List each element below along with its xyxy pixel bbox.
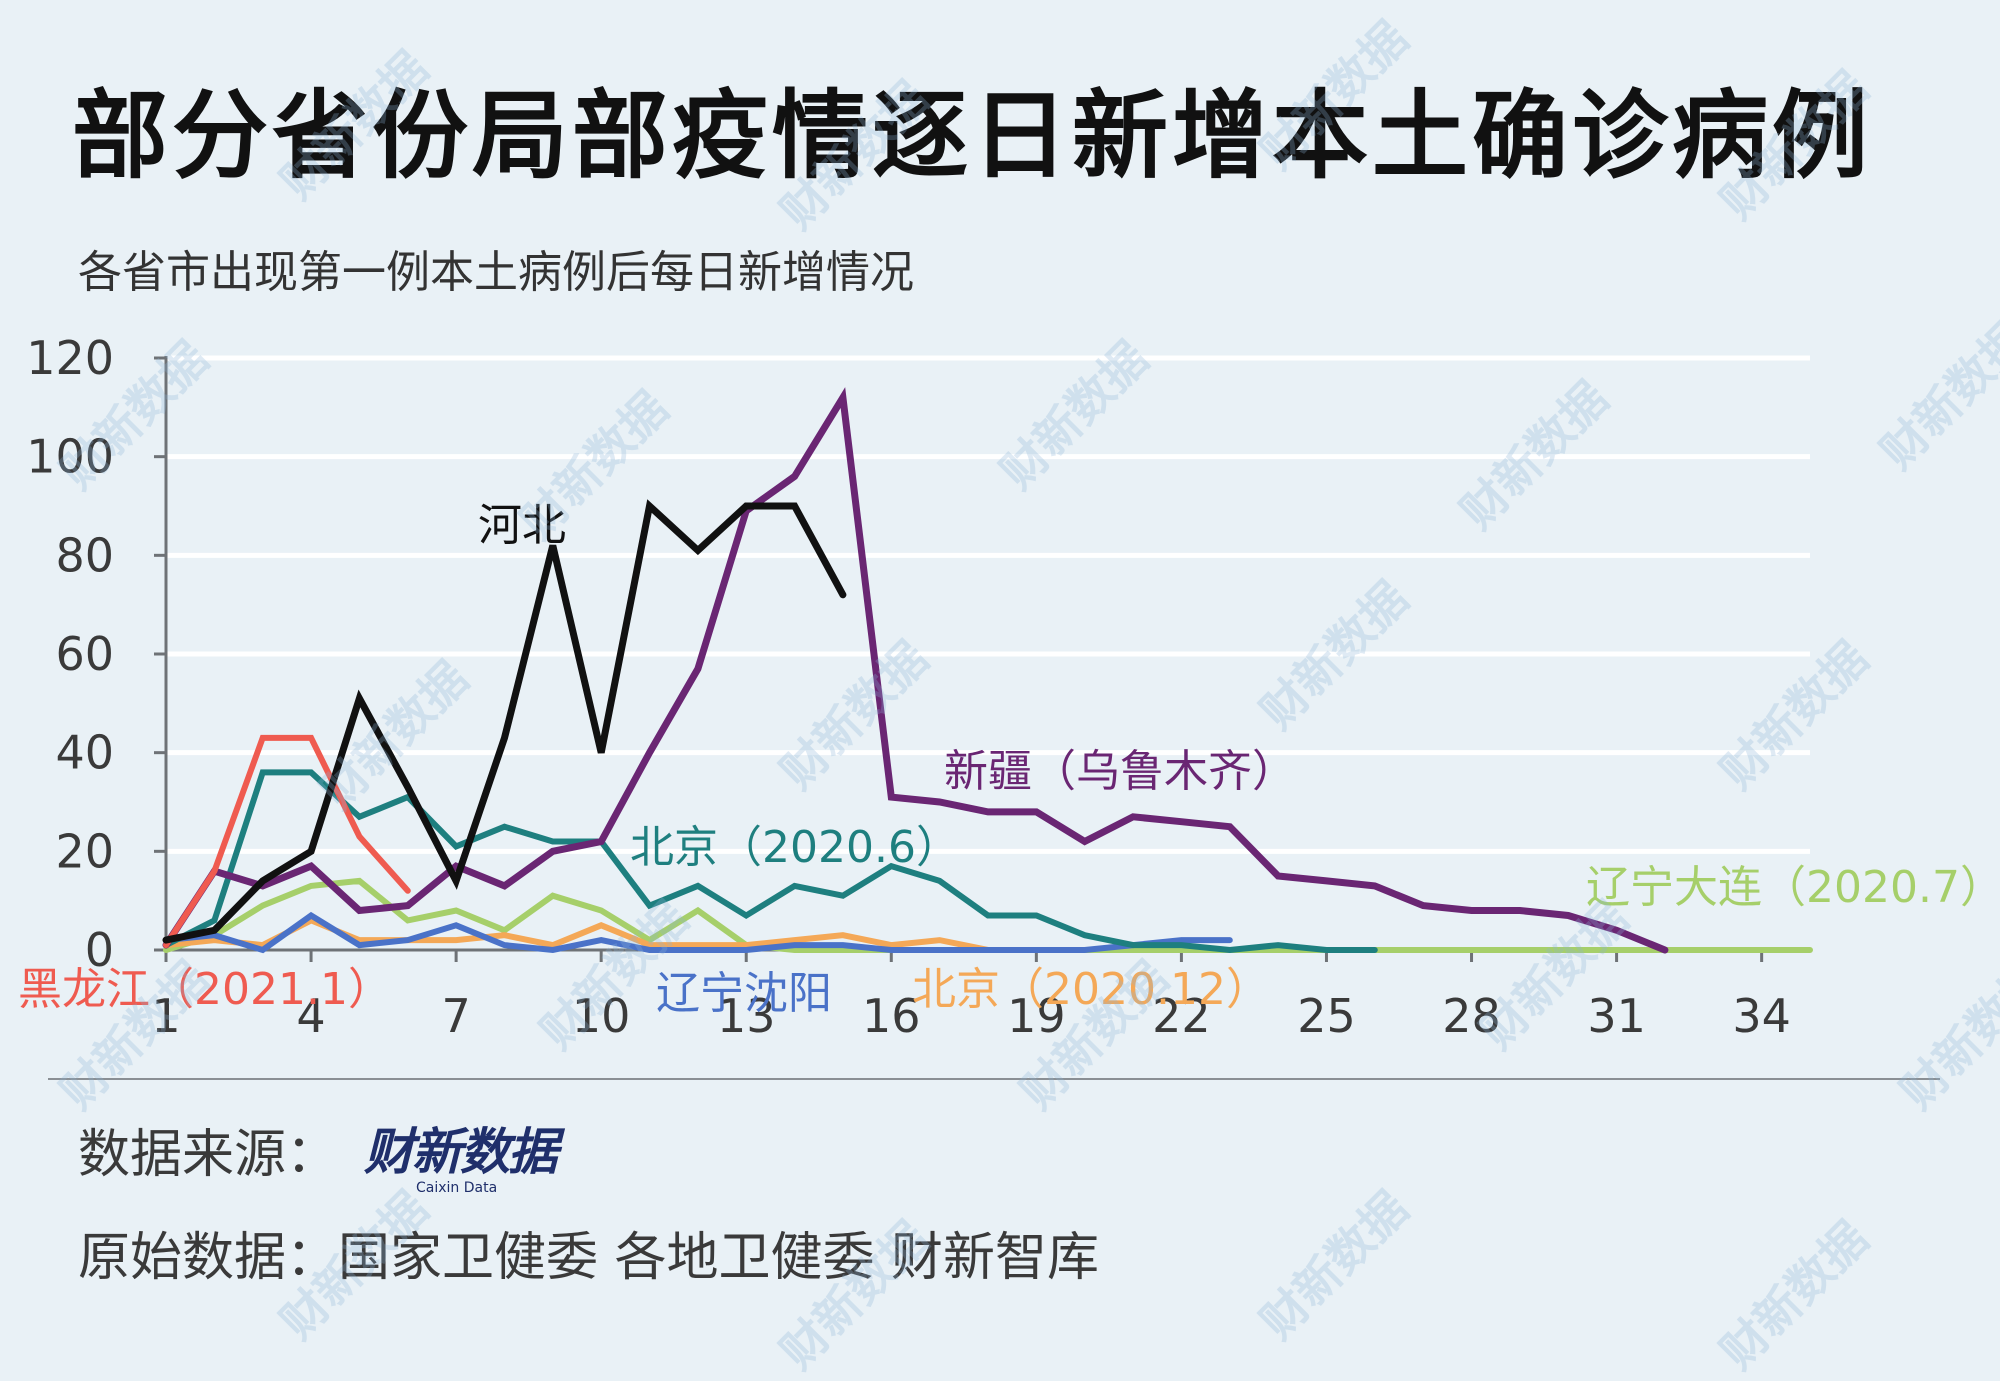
x-tick-label: 34 — [1732, 989, 1791, 1043]
series-label: 北京（2020.6） — [630, 822, 960, 873]
series-labels: 辽宁大连（2020.7） 北京（2020.12） 辽宁沈阳 北京（2020.6） 新疆（… — [18, 500, 2000, 1019]
x-tick-label: 25 — [1297, 989, 1356, 1043]
x-tick-label: 31 — [1587, 989, 1646, 1043]
x-tick-label: 10 — [572, 989, 631, 1043]
y-tick-label: 40 — [55, 726, 114, 780]
watermark: 财新数据 — [1244, 1175, 1421, 1352]
watermark: 财新数据 — [1704, 1205, 1881, 1381]
series-label: 黑龙江（2021.1） — [18, 964, 392, 1015]
caixin-logo: 财新数据 Caixin Data — [364, 1112, 564, 1196]
series-line — [166, 506, 843, 940]
y-tick-label: 20 — [55, 824, 114, 878]
series-label: 辽宁大连（2020.7） — [1586, 862, 2000, 913]
x-tick-label: 7 — [441, 989, 470, 1043]
series-label: 北京（2020.12） — [912, 964, 1270, 1015]
y-tick-label: 100 — [26, 430, 114, 484]
source-label: 数据来源： — [78, 1112, 338, 1187]
series-label: 河北 — [478, 500, 566, 551]
footer-divider — [48, 1078, 1940, 1080]
y-tick-label: 60 — [55, 627, 114, 681]
x-tick-label: 28 — [1442, 989, 1501, 1043]
y-tick-label: 120 — [26, 331, 114, 385]
series-line — [166, 738, 408, 945]
raw-data-credit: 原始数据：国家卫健委 各地卫健委 财新智库 — [78, 1215, 1099, 1290]
series-label: 新疆（乌鲁木齐） — [944, 746, 1296, 797]
series-label: 辽宁沈阳 — [656, 968, 832, 1019]
logo-cn: 财新数据 — [364, 1112, 564, 1184]
y-tick-label: 80 — [55, 528, 114, 582]
series-layer — [166, 397, 1810, 950]
